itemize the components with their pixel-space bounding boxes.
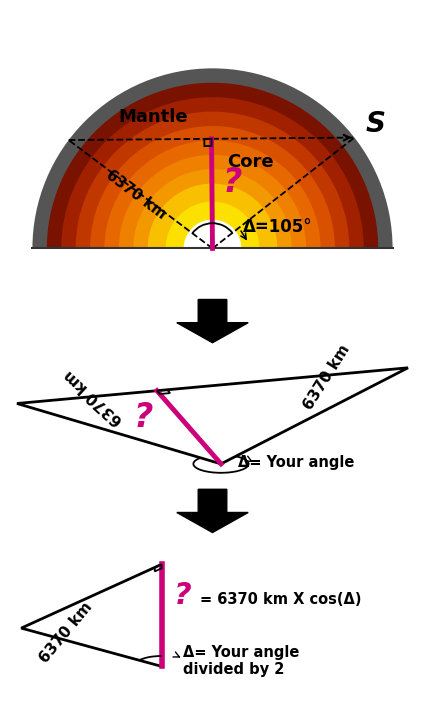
Text: S: S [365,110,385,138]
Text: ?: ? [174,581,192,610]
Wedge shape [90,126,335,248]
Text: Δ= Your angle: Δ= Your angle [238,455,354,470]
FancyArrow shape [177,489,248,533]
Text: ?: ? [223,166,242,199]
Text: 6370 km: 6370 km [104,167,169,222]
Text: 6370 km: 6370 km [301,342,353,413]
Wedge shape [76,112,349,248]
Wedge shape [61,97,364,248]
Wedge shape [184,219,241,248]
Text: Δ=105°: Δ=105° [243,218,313,236]
Wedge shape [133,169,292,248]
Wedge shape [32,68,393,248]
Wedge shape [119,155,306,248]
Wedge shape [47,83,378,248]
Text: ?: ? [134,401,153,434]
Wedge shape [184,219,241,248]
Text: Core: Core [227,153,274,172]
Text: = 6370 km X cos(Δ): = 6370 km X cos(Δ) [200,592,361,607]
Wedge shape [105,141,320,248]
Text: 6370 km: 6370 km [61,367,126,428]
Text: Δ= Your angle
divided by 2: Δ= Your angle divided by 2 [183,645,299,677]
FancyArrow shape [177,299,248,343]
Text: Mantle: Mantle [119,108,188,127]
Wedge shape [147,183,278,248]
Wedge shape [166,202,259,248]
Text: 6370 km: 6370 km [37,600,95,666]
